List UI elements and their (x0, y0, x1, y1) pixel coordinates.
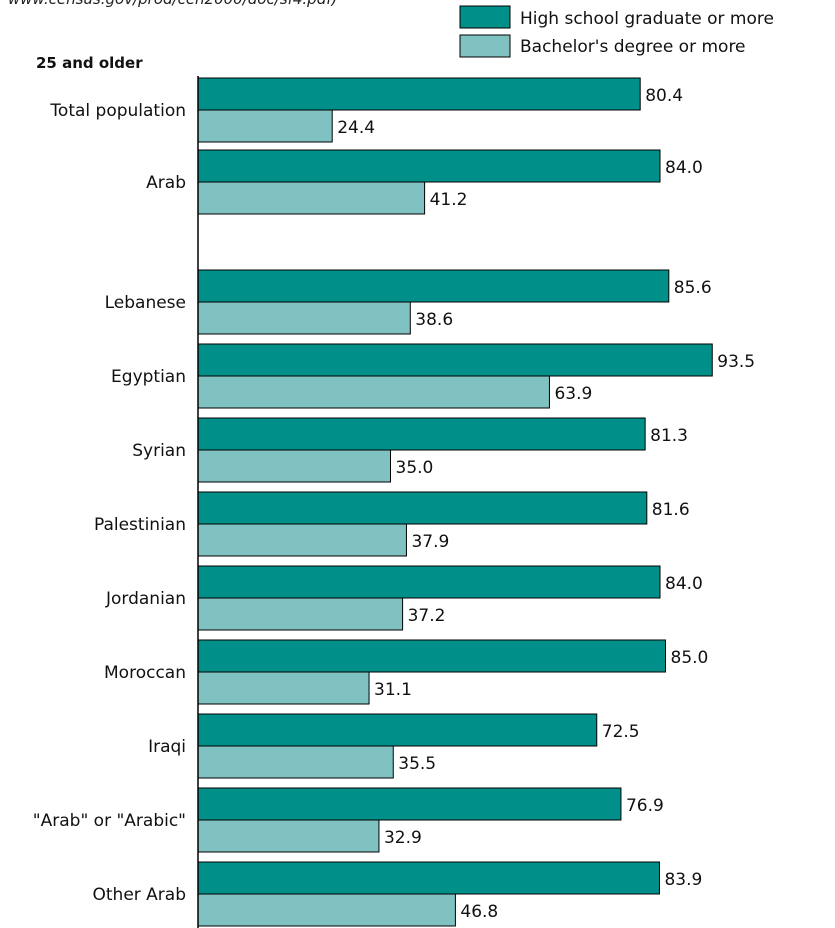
value-label-high-school-jordanian: 84.0 (665, 574, 703, 594)
value-label-bachelors-palestinian: 37.9 (411, 532, 449, 552)
category-label-egyptian: Egyptian (111, 367, 186, 387)
bar-high-school-other-arab (197, 861, 660, 895)
bar-bachelors-other-arab (197, 893, 456, 927)
bars-group: Total population 80.4 24.4 Arab 84.0 41.2 Leba… (33, 77, 755, 927)
bar-high-school-arab-or-arabic (197, 787, 622, 821)
bar-bachelors-palestinian (197, 523, 407, 557)
bar-bachelors-egyptian (197, 375, 550, 409)
category-label-syrian: Syrian (132, 441, 186, 461)
value-label-bachelors-jordanian: 37.2 (408, 606, 446, 626)
bar-high-school-iraqi (197, 713, 598, 747)
source-note: www.census.gov/prod/cen2000/doc/sf4.pdf) (8, 0, 337, 8)
category-label-arab: Arab (146, 173, 186, 193)
value-label-high-school-egyptian: 93.5 (717, 352, 755, 372)
bar-high-school-total-population (197, 77, 641, 111)
bar-bachelors-iraqi (197, 745, 394, 779)
bar-high-school-moroccan (197, 639, 666, 673)
bar-high-school-egyptian (197, 343, 713, 377)
section-label: 25 and older (36, 54, 143, 72)
category-label-other-arab: Other Arab (93, 885, 187, 905)
legend-label-high-school: High school graduate or more (520, 9, 774, 29)
value-label-bachelors-lebanese: 38.6 (415, 310, 453, 330)
value-label-bachelors-arab: 41.2 (430, 190, 468, 210)
value-label-high-school-palestinian: 81.6 (652, 500, 690, 520)
category-label-arab-or-arabic: "Arab" or "Arabic" (33, 811, 186, 831)
value-label-bachelors-moroccan: 31.1 (374, 680, 412, 700)
value-label-high-school-other-arab: 83.9 (664, 870, 702, 890)
category-label-jordanian: Jordanian (105, 589, 186, 609)
value-label-high-school-total-population: 80.4 (645, 86, 683, 106)
category-label-total-population: Total population (49, 101, 186, 121)
value-label-high-school-lebanese: 85.6 (674, 278, 712, 298)
value-label-high-school-iraqi: 72.5 (602, 722, 640, 742)
value-label-bachelors-other-arab: 46.8 (460, 902, 498, 922)
value-label-bachelors-total-population: 24.4 (337, 118, 375, 138)
bar-high-school-lebanese (197, 269, 670, 303)
category-label-moroccan: Moroccan (104, 663, 186, 683)
category-label-lebanese: Lebanese (105, 293, 186, 313)
bar-bachelors-syrian (197, 449, 391, 483)
value-label-high-school-moroccan: 85.0 (671, 648, 709, 668)
value-label-high-school-arab: 84.0 (665, 158, 703, 178)
value-label-bachelors-egyptian: 63.9 (554, 384, 592, 404)
bar-bachelors-jordanian (197, 597, 404, 631)
bar-high-school-syrian (197, 417, 646, 451)
bar-high-school-arab (197, 149, 661, 183)
bar-bachelors-lebanese (197, 301, 411, 335)
value-label-bachelors-syrian: 35.0 (396, 458, 434, 478)
legend-label-bachelors: Bachelor's degree or more (520, 37, 746, 57)
category-label-palestinian: Palestinian (94, 515, 186, 535)
bar-bachelors-arab (197, 181, 426, 215)
bar-high-school-palestinian (197, 491, 648, 525)
bar-bachelors-total-population (197, 109, 333, 143)
value-label-bachelors-iraqi: 35.5 (398, 754, 436, 774)
value-label-bachelors-arab-or-arabic: 32.9 (384, 828, 422, 848)
legend: High school graduate or more Bachelor's … (459, 5, 774, 58)
bar-high-school-jordanian (197, 565, 661, 599)
value-label-high-school-syrian: 81.3 (650, 426, 688, 446)
category-label-iraqi: Iraqi (148, 737, 186, 757)
legend-swatch-bachelors (459, 34, 511, 58)
bar-bachelors-moroccan (197, 671, 370, 705)
legend-swatch-high-school (459, 5, 511, 29)
value-label-high-school-arab-or-arabic: 76.9 (626, 796, 664, 816)
bar-bachelors-arab-or-arabic (197, 819, 380, 853)
